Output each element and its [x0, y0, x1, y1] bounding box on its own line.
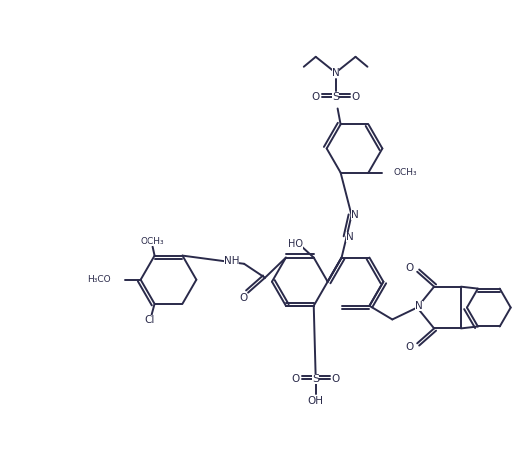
Text: NH: NH — [224, 256, 239, 266]
Text: HO: HO — [288, 239, 303, 249]
Text: OCH₃: OCH₃ — [394, 168, 417, 177]
Text: OCH₃: OCH₃ — [141, 237, 165, 246]
Text: O: O — [405, 342, 413, 353]
Text: S: S — [312, 374, 320, 384]
Text: N: N — [332, 68, 340, 78]
Text: S: S — [332, 91, 339, 102]
Text: O: O — [351, 91, 360, 102]
Text: O: O — [332, 374, 340, 384]
Text: N: N — [345, 232, 353, 242]
Text: O: O — [239, 292, 247, 303]
Text: N: N — [351, 210, 359, 220]
Text: OH: OH — [308, 396, 324, 406]
Text: O: O — [405, 263, 413, 273]
Text: O: O — [291, 374, 300, 384]
Text: H₃CO: H₃CO — [87, 275, 111, 284]
Text: N: N — [415, 301, 423, 310]
Text: O: O — [312, 91, 320, 102]
Text: Cl: Cl — [144, 315, 155, 325]
